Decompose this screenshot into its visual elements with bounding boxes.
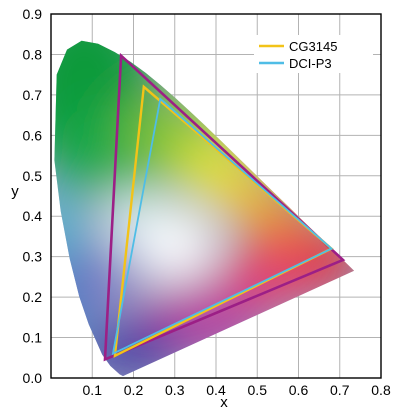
- x-tick-label: 0.5: [248, 382, 268, 398]
- x-tick-label: 0.7: [330, 382, 350, 398]
- y-tick-label: 0.9: [23, 6, 43, 22]
- gamut-triangles: [103, 52, 346, 362]
- axes: [50, 13, 382, 379]
- y-tick-label: 0.7: [23, 87, 43, 103]
- series-2: [111, 97, 334, 356]
- y-tick-label: 0.5: [23, 168, 43, 184]
- legend: CG3145 DCI-P3: [254, 35, 373, 73]
- y-tick-label: 0.4: [23, 208, 43, 224]
- tick-labels: 0.1 0.2 0.3 0.4 0.5 0.6 0.7 0.8 0.0 0.1 0.2 0.3 0.4 0…: [23, 6, 391, 398]
- x-tick-label: 0.1: [83, 382, 103, 398]
- y-axis-label: y: [11, 183, 19, 200]
- gamut-triangle-2: [111, 97, 334, 356]
- y-tick-label: 0.0: [23, 370, 43, 386]
- x-axis-label: x: [220, 394, 228, 410]
- legend-label: CG3145: [289, 39, 337, 54]
- gamut-triangle-0: [103, 52, 346, 362]
- fill-blob-12: [54, 191, 80, 257]
- x-tick-label: 0.3: [165, 382, 185, 398]
- y-tick-label: 0.1: [23, 330, 43, 346]
- x-tick-label: 0.4: [206, 382, 226, 398]
- x-tick-label: 0.6: [289, 382, 309, 398]
- legend-label: DCI-P3: [289, 56, 332, 71]
- series-0: [103, 52, 346, 362]
- y-tick-label: 0.8: [23, 46, 43, 62]
- x-tick-label: 0.8: [371, 382, 391, 398]
- plot-frame: [50, 13, 382, 379]
- legend-box: [254, 35, 373, 73]
- y-tick-label: 0.2: [23, 289, 43, 305]
- y-tick-label: 0.6: [23, 127, 43, 143]
- y-tick-label: 0.3: [23, 249, 43, 265]
- fill-blob-15: [108, 187, 159, 245]
- x-tick-label: 0.2: [124, 382, 144, 398]
